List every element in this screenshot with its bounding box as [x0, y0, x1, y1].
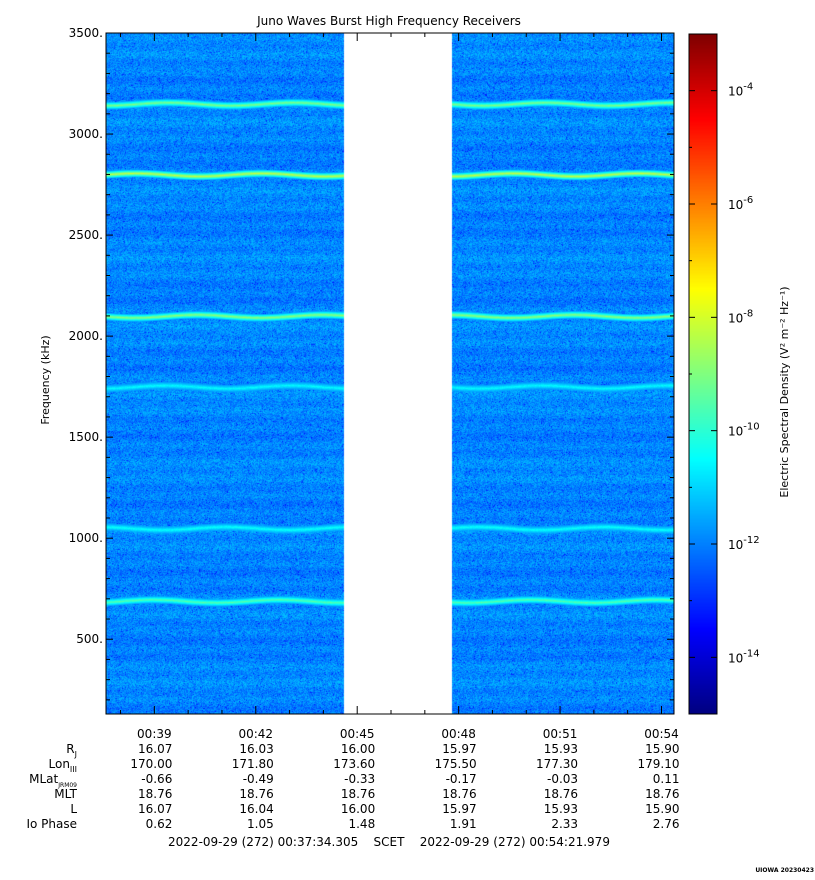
ephemeris-value-0-1: 16.03 — [239, 742, 273, 756]
y-axis-label: Frequency (kHz) — [39, 335, 52, 424]
ephemeris-row-label-4: L — [70, 802, 77, 816]
colorbar-tick-label-1: 10-6 — [728, 195, 753, 212]
ephemeris-value-3-3: 18.76 — [442, 787, 476, 801]
y-tick-label-2: 1500. — [69, 430, 103, 444]
ephemeris-value-5-0: 0.62 — [146, 817, 173, 831]
ephemeris-value-3-2: 18.76 — [341, 787, 375, 801]
ephemeris-value-5-4: 2.33 — [551, 817, 578, 831]
ephemeris-value-1-4: 177.30 — [536, 757, 578, 771]
ephemeris-value-5-1: 1.05 — [247, 817, 274, 831]
ephemeris-value-4-3: 15.97 — [442, 802, 476, 816]
ephemeris-value-3-1: 18.76 — [239, 787, 273, 801]
ephemeris-value-1-2: 173.60 — [333, 757, 375, 771]
ephemeris-value-3-5: 18.76 — [645, 787, 679, 801]
y-axis: 500. 1000. 1500. 2000. 2500. 3000. 3500. — [69, 26, 674, 701]
ephemeris-table: RJ 16.07 16.03 16.00 15.97 15.93 15.90 LonIII 17… — [26, 742, 679, 831]
ephemeris-row-label-5: Io Phase — [26, 817, 77, 831]
colorbar-tick-label-5: 10-14 — [728, 648, 760, 665]
ephemeris-value-1-1: 171.80 — [232, 757, 274, 771]
x-tick-label-5: 00:54 — [644, 727, 679, 741]
chart-title: Juno Waves Burst High Frequency Receiver… — [256, 14, 521, 28]
ephemeris-value-4-2: 16.00 — [341, 802, 375, 816]
x-tick-label-3: 00:48 — [441, 727, 476, 741]
plot-frame — [105, 32, 675, 715]
ephemeris-value-0-0: 16.07 — [138, 742, 172, 756]
ephemeris-value-0-4: 15.93 — [544, 742, 578, 756]
x-tick-label-1: 00:42 — [238, 727, 273, 741]
ephemeris-value-1-0: 170.00 — [130, 757, 172, 771]
ephemeris-value-3-0: 18.76 — [138, 787, 172, 801]
ephemeris-value-2-0: -0.66 — [141, 772, 172, 786]
x-axis: 00:39 00:42 00:45 00:48 00:51 00:54 — [120, 33, 679, 741]
colorbar-tick-label-2: 10-8 — [728, 308, 753, 325]
ephemeris-value-4-1: 16.04 — [239, 802, 273, 816]
x-tick-label-0: 00:39 — [137, 727, 172, 741]
colorbar-tick-label-3: 10-10 — [728, 422, 760, 439]
ephemeris-value-5-3: 1.91 — [450, 817, 477, 831]
colorbar-label: Electric Spectral Density (V² m⁻² Hz⁻¹) — [778, 286, 791, 497]
ephemeris-value-5-5: 2.76 — [653, 817, 680, 831]
y-tick-label-0: 500. — [76, 632, 103, 646]
y-tick-label-4: 2500. — [69, 228, 103, 242]
ephemeris-row-label-1: LonIII — [49, 757, 78, 774]
ephemeris-value-3-4: 18.76 — [544, 787, 578, 801]
credit-text: UIOWA 20230423 — [755, 867, 814, 874]
ephemeris-value-2-2: -0.33 — [344, 772, 375, 786]
y-tick-label-3: 2000. — [69, 329, 103, 343]
colorbar-frame — [688, 33, 718, 715]
ephemeris-value-2-1: -0.49 — [243, 772, 274, 786]
ephemeris-value-1-5: 179.10 — [637, 757, 679, 771]
ephemeris-value-4-5: 15.90 — [645, 802, 679, 816]
ephemeris-value-4-0: 16.07 — [138, 802, 172, 816]
ephemeris-row-label-0: RJ — [66, 742, 77, 759]
ephemeris-value-2-4: -0.03 — [547, 772, 578, 786]
colorbar-tick-label-0: 10-4 — [728, 82, 753, 99]
ephemeris-value-2-5: 0.11 — [653, 772, 680, 786]
time-range: 2022-09-29 (272) 00:37:34.305 SCET 2022-… — [168, 835, 610, 849]
ephemeris-value-0-5: 15.90 — [645, 742, 679, 756]
ephemeris-row-label-3: MLT — [54, 787, 77, 801]
colorbar-gradient — [689, 34, 717, 714]
y-tick-label-6: 3500. — [69, 26, 103, 40]
spectrogram-image — [106, 33, 674, 714]
ephemeris-value-0-2: 16.00 — [341, 742, 375, 756]
colorbar-ticks: 10-4 10-6 10-8 10-10 10-12 10-14 — [689, 33, 760, 715]
ephemeris-value-4-4: 15.93 — [544, 802, 578, 816]
ephemeris-value-1-3: 175.50 — [435, 757, 477, 771]
x-tick-label-2: 00:45 — [340, 727, 375, 741]
ephemeris-value-5-2: 1.48 — [348, 817, 375, 831]
colorbar-tick-label-4: 10-12 — [728, 535, 760, 552]
x-tick-label-4: 00:51 — [543, 727, 578, 741]
ephemeris-value-2-3: -0.17 — [446, 772, 477, 786]
ephemeris-value-0-3: 15.97 — [442, 742, 476, 756]
y-tick-label-1: 1000. — [69, 531, 103, 545]
y-tick-label-5: 3000. — [69, 127, 103, 141]
